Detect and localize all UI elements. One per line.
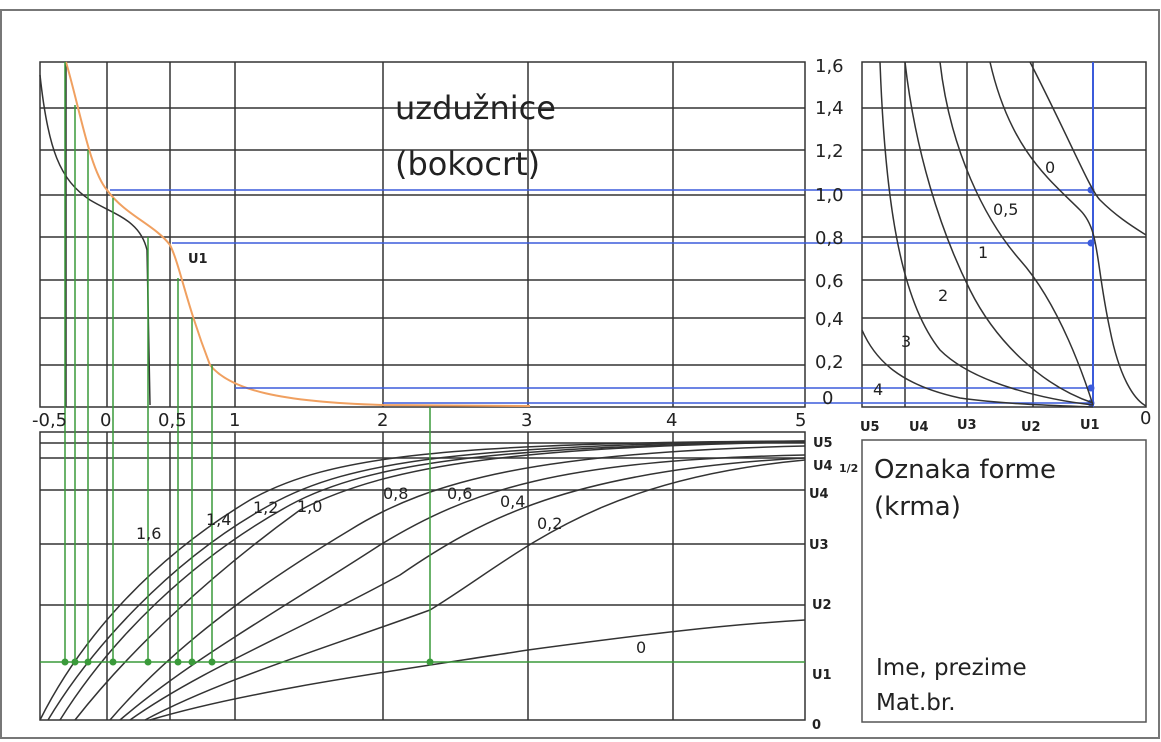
- x-tick-1: 1: [229, 410, 241, 431]
- x-tick-5: 5: [795, 410, 807, 431]
- body-plan-curve-dark: [39, 74, 151, 406]
- by-label-u3: U3: [809, 538, 829, 553]
- x-tick-neg05: -0,5: [32, 410, 68, 431]
- wl-label-4: 4: [873, 380, 884, 399]
- green-points: [61, 658, 434, 666]
- ry-tick-12: 1,2: [815, 141, 844, 162]
- rx-label-u3: U3: [957, 418, 977, 433]
- ry-tick-06: 0,6: [815, 271, 844, 292]
- rx-label-u1: U1: [1080, 418, 1100, 433]
- blue-projections: [110, 189, 1093, 404]
- wl-label-2: 2: [938, 286, 949, 305]
- rx-label-0: 0: [1140, 408, 1152, 429]
- info-name-line: Ime, prezime: [876, 655, 1027, 681]
- rx-label-u5: U5: [860, 420, 880, 435]
- by-label-u2: U2: [812, 598, 832, 613]
- by-label-u4: U4: [809, 487, 829, 502]
- x-tick-05: 0,5: [158, 410, 187, 431]
- x-tick-3: 3: [521, 410, 533, 431]
- x-tick-4: 4: [666, 410, 678, 431]
- wl-label-0: 0: [1045, 158, 1056, 177]
- ry-tick-08: 0,8: [815, 228, 844, 249]
- top-right-grid: [861, 61, 1147, 408]
- sec-label-14: 1,4: [206, 510, 232, 529]
- sec-label-06: 0,6: [447, 484, 473, 503]
- sec-label-10: 1,0: [297, 497, 323, 516]
- sec-label-04: 0,4: [500, 492, 526, 511]
- section-curves: [39, 440, 806, 721]
- bottom-grid: [39, 431, 806, 721]
- by-label-u1: U1: [812, 668, 832, 683]
- green-projections: [40, 62, 805, 663]
- top-left-grid: [39, 61, 806, 408]
- info-title-line1: Oznaka forme: [874, 455, 1056, 485]
- wl-label-1: 1: [978, 243, 989, 262]
- sec-label-08: 0,8: [383, 484, 409, 503]
- info-id-line: Mat.br.: [876, 690, 956, 716]
- rx-label-u2: U2: [1021, 420, 1041, 435]
- info-title-line2: (krma): [874, 492, 961, 522]
- sec-label-0: 0: [636, 638, 647, 657]
- point-label-u1: U1: [188, 252, 208, 267]
- ry-tick-10: 1,0: [815, 185, 844, 206]
- wl-label-05: 0,5: [993, 200, 1019, 219]
- ry-tick-02: 0,2: [815, 352, 844, 373]
- waterline-curves: [861, 61, 1147, 408]
- sec-label-12: 1,2: [253, 498, 279, 517]
- outer-border: [0, 9, 1160, 739]
- by-label-u5: U5: [813, 436, 833, 451]
- sec-label-02: 0,2: [537, 514, 563, 533]
- rx-label-u4: U4: [909, 420, 929, 435]
- by-label-half: 1/2: [839, 462, 859, 475]
- x-tick-2: 2: [377, 410, 389, 431]
- title-line1: uzdužnice: [395, 89, 556, 127]
- by-label-0: 0: [812, 718, 822, 733]
- ry-tick-0: 0: [822, 388, 834, 409]
- title-line2: (bokocrt): [395, 145, 541, 183]
- wl-label-3: 3: [901, 332, 912, 351]
- ry-tick-16: 1,6: [815, 56, 844, 77]
- info-box-border: [861, 439, 1147, 723]
- ry-tick-04: 0,4: [815, 309, 844, 330]
- sec-label-16: 1,6: [136, 524, 162, 543]
- by-label-u4-half: U4: [813, 459, 833, 474]
- x-tick-0: 0: [100, 410, 112, 431]
- profile-curve: [65, 61, 531, 407]
- ry-tick-14: 1,4: [815, 98, 844, 119]
